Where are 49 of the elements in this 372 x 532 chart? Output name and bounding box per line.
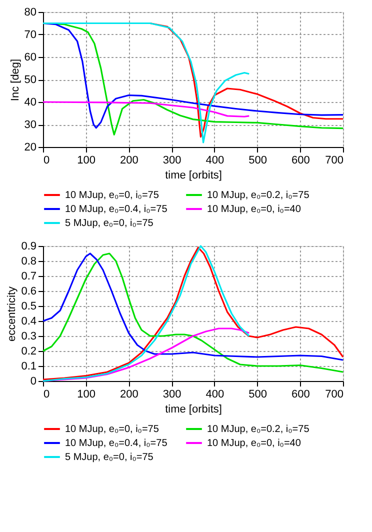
legend-label: 10 MJup, e₀=0, i₀=40	[207, 204, 302, 215]
y-axis-title: eccentricity	[6, 286, 18, 342]
line-series	[42, 101, 250, 118]
legend-label: 10 MJup, e₀=0.2, i₀=75	[207, 424, 310, 435]
y-tick-label: 30	[24, 119, 36, 131]
legend-label: 10 MJup, e₀=0, i₀=75	[65, 190, 160, 201]
x-tick-label: 400	[206, 388, 224, 400]
x-tick-label: 0	[44, 154, 50, 166]
y-tick-label: 0.5	[21, 300, 36, 312]
legend-label: 5 MJup, e₀=0, i₀=75	[65, 218, 154, 229]
x-tick-label: 300	[162, 154, 182, 166]
x-tick-label: 500	[248, 154, 267, 166]
y-tick-label: 0	[30, 376, 36, 388]
y-tick-label: 60	[24, 52, 36, 64]
legend-label: 10 MJup, e₀=0.4, i₀=75	[65, 438, 168, 449]
legend-label: 5 MJup, e₀=0, i₀=75	[65, 452, 154, 463]
y-tick-label: 0.2	[21, 346, 36, 358]
y-tick-label: 0.9	[21, 240, 36, 252]
x-tick-label: 600	[291, 388, 310, 400]
legend-label: 10 MJup, e₀=0.2, i₀=75	[207, 190, 310, 201]
x-tick-label: 600	[291, 154, 310, 166]
y-tick-label: 0.7	[21, 270, 36, 282]
x-tick-label: 300	[162, 388, 182, 400]
x-tick-label: 200	[120, 388, 138, 400]
x-axis-title: time [orbits]	[165, 170, 222, 182]
x-tick-label: 400	[206, 154, 224, 166]
x-tick-label: 500	[248, 388, 267, 400]
y-tick-label: 20	[24, 142, 36, 154]
legend-label: 10 MJup, e₀=0, i₀=40	[207, 438, 302, 449]
y-tick-label: 0.1	[21, 360, 36, 372]
y-tick-label: 50	[24, 74, 36, 86]
legend-label: 10 MJup, e₀=0, i₀=75	[65, 424, 160, 435]
x-tick-label: 200	[120, 154, 138, 166]
x-tick-label: 700	[325, 388, 344, 400]
y-tick-label: 0.8	[21, 256, 36, 268]
y-tick-label: 70	[24, 29, 36, 41]
legend-label: 10 MJup, e₀=0.4, i₀=75	[65, 204, 168, 215]
y-tick-label: 0.3	[21, 330, 36, 342]
y-axis-title: Inc [deg]	[9, 58, 22, 102]
y-tick-label: 0.6	[21, 286, 36, 298]
line-series	[42, 22, 250, 144]
x-tick-label: 100	[77, 388, 96, 400]
y-tick-label: 0.4	[21, 316, 36, 328]
x-tick-label: 0	[44, 388, 50, 400]
y-tick-label: 80	[24, 6, 36, 18]
x-tick-label: 700	[325, 154, 344, 166]
x-axis-title: time [orbits]	[165, 404, 222, 416]
x-tick-label: 100	[77, 154, 96, 166]
y-tick-label: 40	[24, 96, 36, 108]
